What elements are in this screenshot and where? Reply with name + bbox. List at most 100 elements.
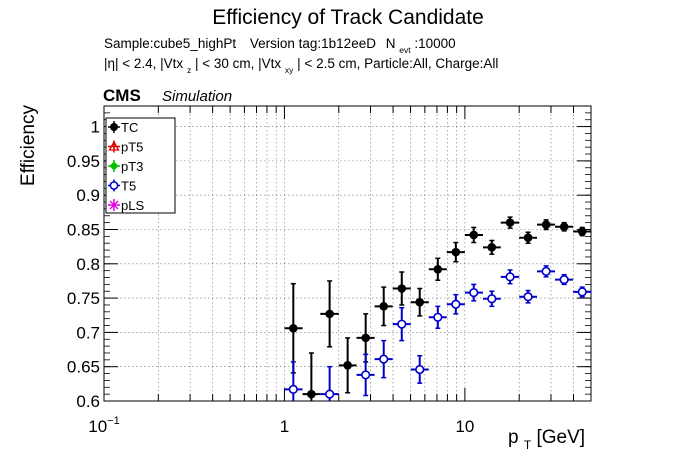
x-axis-label-unit: [GeV] xyxy=(536,427,585,448)
x-tick-label-base: 1 xyxy=(280,417,289,436)
data-point xyxy=(573,286,592,298)
marker xyxy=(379,302,389,311)
legend-label: pLS xyxy=(121,198,144,213)
x-axis-label-p: p xyxy=(508,427,519,448)
marker xyxy=(397,284,407,293)
data-point xyxy=(482,290,501,308)
data-point xyxy=(464,283,483,302)
x-axis-label-sub: T xyxy=(524,438,532,452)
x-tick-label-base: 10 xyxy=(88,417,107,436)
data-point xyxy=(500,269,520,285)
chart-title: Efficiency of Track Candidate xyxy=(212,6,484,29)
y-tick-label: 0.8 xyxy=(76,255,100,274)
legend-marker xyxy=(109,161,119,171)
data-point xyxy=(320,365,339,401)
marker xyxy=(505,272,515,282)
data-point xyxy=(536,219,556,231)
marker xyxy=(451,299,461,309)
marker xyxy=(487,243,497,252)
subtitle-z-sub: z xyxy=(187,65,191,75)
marker xyxy=(541,220,551,229)
data-point xyxy=(320,280,339,348)
x-tick-label: 10 xyxy=(455,417,474,436)
data-point xyxy=(555,274,574,286)
cms-label: CMS xyxy=(103,86,141,105)
legend-marker xyxy=(110,123,118,131)
legend-label: T5 xyxy=(121,179,136,194)
x-tick-label-exponent: −1 xyxy=(107,415,120,427)
marker xyxy=(361,370,371,380)
data-point xyxy=(284,361,303,401)
marker xyxy=(451,247,461,257)
marker xyxy=(325,309,334,319)
legend-entry-tc: TC xyxy=(108,120,138,135)
data-point xyxy=(374,339,393,379)
marker xyxy=(288,384,298,394)
data-point xyxy=(410,354,429,384)
marker xyxy=(559,222,569,232)
data-point xyxy=(573,226,592,237)
marker xyxy=(397,319,407,329)
marker xyxy=(559,274,569,285)
marker xyxy=(433,312,443,322)
marker xyxy=(289,323,298,333)
subtitle-version: Version tag:1b12eeD xyxy=(250,36,376,51)
subtitle-eta: |η| < 2.4, |Vtx xyxy=(104,56,183,71)
data-point xyxy=(500,216,520,229)
data-point xyxy=(536,265,556,278)
marker xyxy=(469,288,479,298)
simulation-label: Simulation xyxy=(162,88,232,105)
marker xyxy=(577,227,587,236)
marker xyxy=(487,294,497,304)
grid-lines xyxy=(104,106,591,401)
data-point xyxy=(555,221,574,232)
x-tick-label: 10−1 xyxy=(88,415,119,436)
data-point xyxy=(284,282,303,374)
data-point xyxy=(302,352,321,401)
legend-entry-pt3: pT3 xyxy=(108,159,143,174)
data-point xyxy=(338,337,357,394)
plot-frame xyxy=(103,105,592,402)
y-tick-label: 0.7 xyxy=(76,323,100,342)
data-point xyxy=(392,271,411,306)
data-point xyxy=(464,226,483,244)
subtitle-mid: | < 30 cm, |Vtx xyxy=(195,56,281,71)
data-point xyxy=(410,287,429,317)
data-point xyxy=(392,306,411,342)
legend: TC pT5 pT3 T5 pLS xyxy=(105,117,176,214)
marker xyxy=(361,333,370,343)
subtitle-sample: Sample:cube5_highPt xyxy=(104,36,236,51)
data-point xyxy=(482,239,501,255)
legend-entry-t5: T5 xyxy=(108,179,136,194)
y-axis-label: Efficiency xyxy=(18,105,39,186)
legend-marker xyxy=(108,140,120,151)
subtitle-n-sub: evt xyxy=(399,45,411,55)
data-point xyxy=(428,305,447,330)
data-point xyxy=(446,293,465,315)
data-point xyxy=(374,286,393,327)
subtitle-n-value: :10000 xyxy=(414,36,455,51)
marker xyxy=(541,266,551,276)
subtitle-n-label: N xyxy=(386,36,396,51)
data-point xyxy=(446,241,465,263)
subtitle-line-2: |η| < 2.4, |Vtx z | < 30 cm, |Vtx xy | <… xyxy=(104,56,498,76)
data-point xyxy=(519,289,537,304)
marker xyxy=(343,361,352,370)
marker xyxy=(505,218,515,227)
subtitle-tail: | < 2.5 cm, Particle:All, Charge:All xyxy=(297,56,498,71)
series-t5 xyxy=(284,265,592,401)
y-axis-ticks: 0.6 0.65 0.7 0.75 0.8 0.85 0.9 0.95 1 xyxy=(67,105,591,411)
subtitle-line-1: Sample:cube5_highPt Version tag:1b12eeD … xyxy=(104,36,456,56)
x-tick-label: 1 xyxy=(280,417,289,436)
marker xyxy=(523,292,533,302)
y-tick-label: 0.6 xyxy=(76,392,100,411)
data-point xyxy=(519,231,537,244)
y-tick-label: 0.65 xyxy=(67,358,100,377)
y-tick-label: 0.9 xyxy=(76,186,100,205)
legend-marker-2 xyxy=(109,200,119,210)
legend-label: pT5 xyxy=(121,140,143,155)
legend-marker xyxy=(109,181,119,190)
legend-entry-pt5: pT5 xyxy=(108,140,143,155)
subtitle-xy-sub: xy xyxy=(285,65,294,75)
